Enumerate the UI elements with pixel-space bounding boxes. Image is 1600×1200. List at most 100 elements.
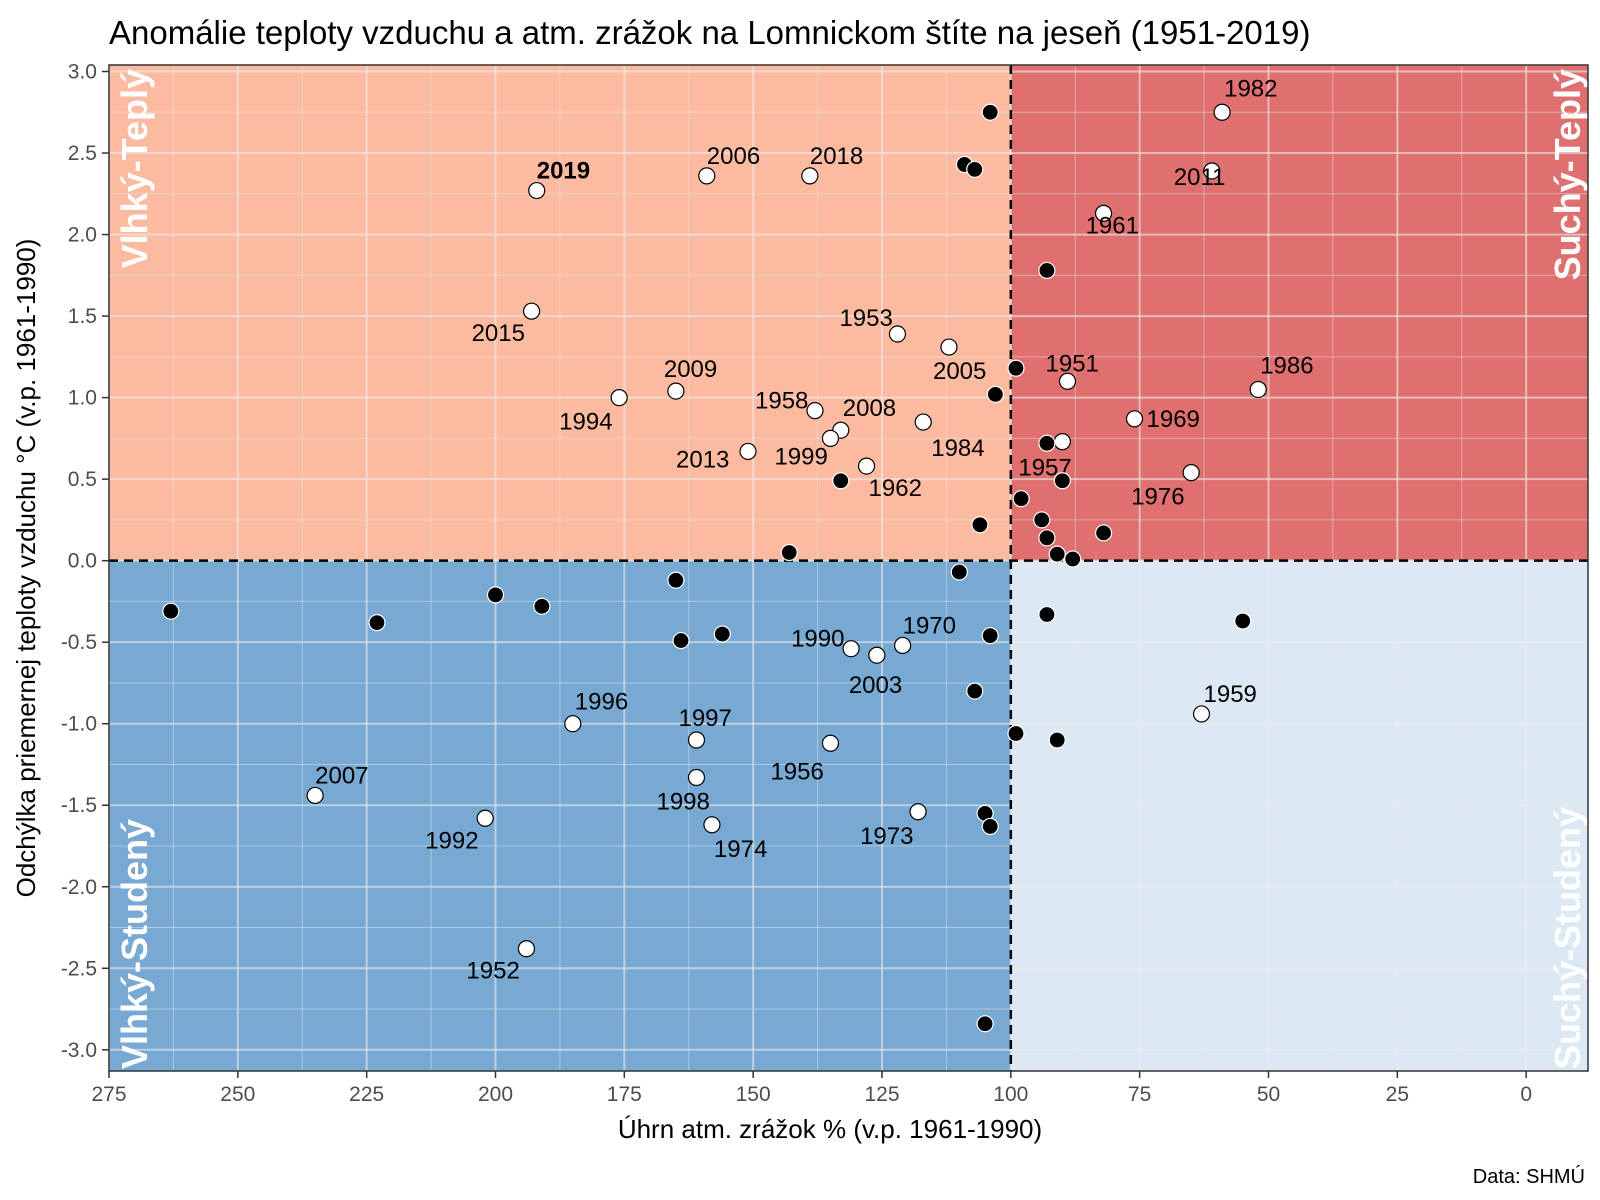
quadrant-wet-warm [109,65,1011,561]
point [1094,524,1113,542]
x-tick-label: 175 [607,1083,642,1106]
chart-title: Anomálie teploty vzduchu a atm. zrážok n… [109,14,1310,51]
point-2019 [528,181,546,200]
point [1053,472,1071,490]
point-label-2019: 2019 [537,158,590,185]
x-tick-label: 250 [220,1083,255,1106]
point-label-1999: 1999 [774,443,827,470]
point [986,385,1004,403]
point-1956 [821,734,840,752]
point [1007,724,1025,743]
point-1997 [687,731,706,749]
point-label-1986: 1986 [1260,352,1313,379]
point-label-2011: 2011 [1174,164,1226,191]
point-1994 [610,389,628,407]
point-1986 [1249,380,1267,399]
point-label-2018: 2018 [810,143,863,170]
point-2015 [522,302,541,320]
point [1038,605,1056,624]
point [1234,612,1252,630]
point [950,563,968,581]
point-label-1990: 1990 [791,626,844,653]
point-label-1969: 1969 [1147,406,1200,433]
point [971,516,989,534]
y-tick-label: -2.0 [61,876,97,899]
quadrant-label-top-right: Suchý-Teplý [1547,69,1588,280]
point [1038,529,1056,547]
point-label-1952: 1952 [466,958,519,985]
point-1969 [1125,410,1144,428]
point-1953 [888,325,907,343]
x-tick-label: 25 [1386,1083,1409,1106]
quadrant-label-top-left: Vlhký-Teplý [114,69,155,268]
data-source-caption: Data: SHMÚ [1473,1165,1585,1188]
point [1012,490,1030,508]
point-2013 [739,442,757,461]
plot-area: Vlhký-Teplý Suchý-Teplý Vlhký-Studený Suchý… [61,61,1589,1106]
y-tick-label: 2.0 [68,224,97,247]
x-tick-label: 50 [1257,1083,1280,1106]
point-label-2006: 2006 [707,143,760,170]
point [162,602,180,620]
point-label-1992: 1992 [425,827,478,854]
point [981,103,999,121]
point-1959 [1192,705,1211,723]
x-tick-label: 150 [736,1083,771,1106]
quadrant-label-bottom-right: Suchý-Studený [1547,807,1588,1069]
point-1952 [517,940,536,958]
y-tick-label: 3.0 [68,61,97,84]
y-tick-label: -3.0 [61,1039,97,1062]
x-tick-label: 125 [864,1083,899,1106]
point-label-2007: 2007 [315,762,368,789]
point [1048,731,1066,749]
point-label-1973: 1973 [860,823,913,850]
quadrant-label-bottom-left: Vlhký-Studený [114,819,155,1069]
point-2005 [940,338,958,356]
point-label-1982: 1982 [1224,75,1277,102]
point-1962 [857,457,876,475]
point-1998 [687,768,706,787]
point-label-1970: 1970 [903,612,956,639]
x-tick-label: 0 [1520,1083,1532,1106]
point [981,817,999,836]
point-1957 [1053,433,1071,451]
quadrant-wet-cold [109,560,1011,1071]
y-tick-label: 1.5 [68,305,97,328]
point [1033,511,1051,529]
point-1996 [564,715,582,733]
point-label-1956: 1956 [770,758,823,785]
point-1973 [909,803,927,821]
point [672,631,690,650]
point-1961 [1094,204,1113,222]
point [966,682,984,700]
point [780,543,798,562]
y-tick-label: 2.5 [68,142,97,165]
point-label-1996: 1996 [575,689,628,716]
y-tick-label: 1.0 [68,387,97,410]
point-2011 [1203,162,1221,180]
point-label-1959: 1959 [1204,681,1257,708]
point-label-1962: 1962 [869,475,922,502]
point-1974 [703,816,721,834]
x-axis-title: Úhrn atm. zrážok % (v.p. 1961-1990) [618,1114,1042,1144]
point [1038,434,1056,452]
point-label-1974: 1974 [714,836,767,863]
point-1976 [1182,464,1200,482]
point [981,627,999,645]
point-label-1984: 1984 [931,435,984,462]
x-tick-label: 275 [91,1083,126,1106]
panel-border [108,64,1589,1072]
point-1970 [894,636,912,655]
x-tick-label: 225 [349,1083,384,1106]
point-label-2008: 2008 [843,395,896,422]
point-1982 [1213,103,1231,121]
point-label-2015: 2015 [472,320,525,347]
point-1951 [1058,372,1077,390]
x-tick-label: 100 [993,1083,1028,1106]
point-2009 [667,382,685,400]
point-1990 [842,640,860,658]
point-2007 [306,786,324,805]
point-2018 [801,167,819,185]
quadrant-dry-warm [1010,65,1588,561]
